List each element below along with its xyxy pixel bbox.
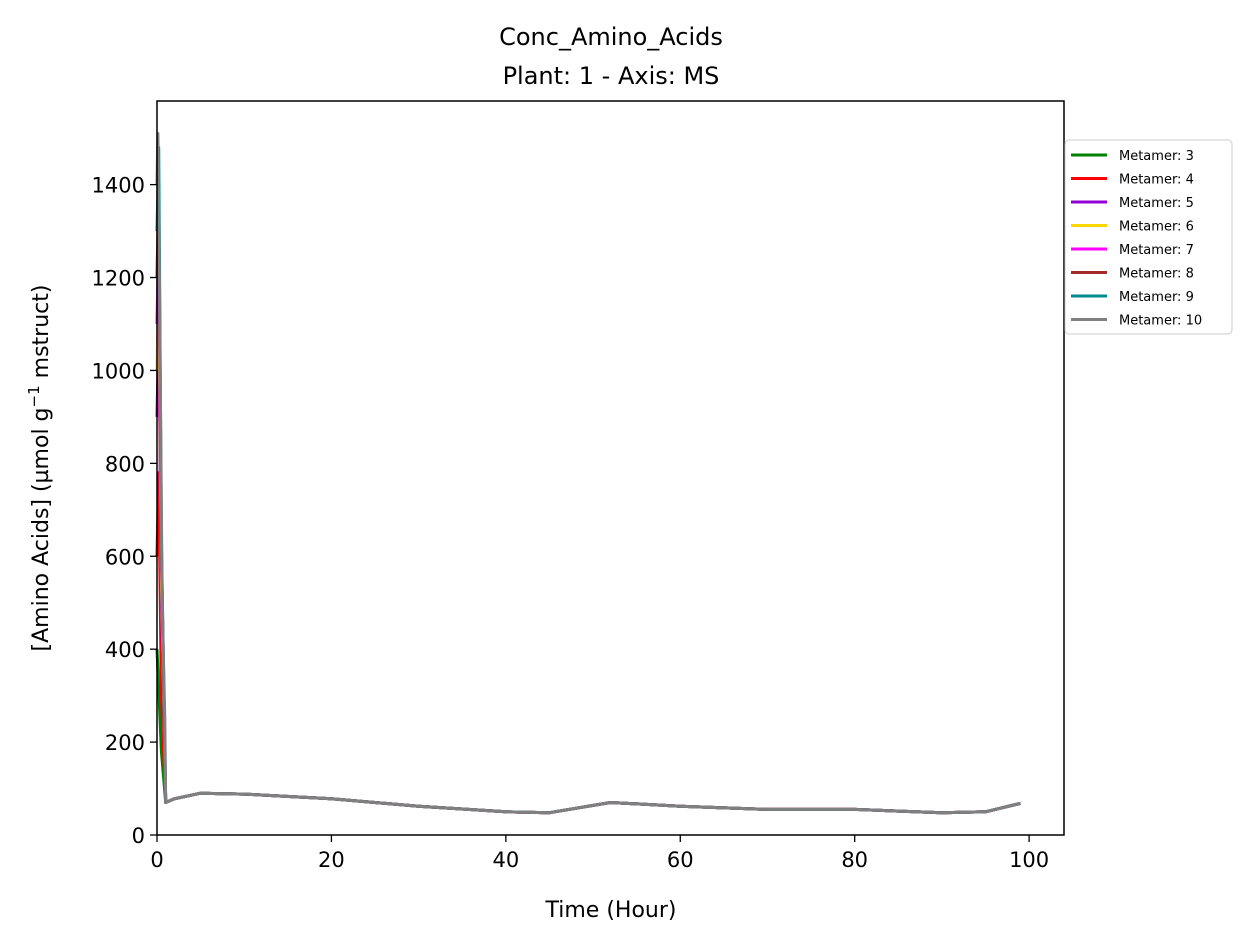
x-tick-label: 0	[150, 848, 163, 872]
legend-entry-label: Metamer: 6	[1119, 220, 1194, 235]
x-tick-label: 100	[1009, 848, 1049, 872]
y-tick-label: 200	[105, 731, 145, 755]
y-axis-label-main: [Amino Acids] (µmol g	[29, 407, 54, 651]
series-layer	[155, 132, 1021, 815]
plot-frame	[156, 100, 1065, 836]
x-tick-label: 80	[841, 848, 868, 872]
x-axis-label: Time (Hour)	[545, 898, 677, 923]
chart-subtitle: Plant: 1 - Axis: MS	[503, 62, 720, 90]
x-axis: 0 20 40 60 80 100	[150, 835, 1049, 872]
chart-title: Conc_Amino_Acids	[499, 23, 723, 51]
y-axis-label-tail: mstruct)	[29, 285, 54, 386]
y-tick-label: 400	[105, 638, 145, 662]
y-tick-label: 600	[105, 545, 145, 569]
y-tick-label: 1200	[92, 267, 145, 291]
legend-box	[1064, 139, 1233, 335]
legend-entry-label: Metamer: 5	[1119, 196, 1194, 211]
y-tick-label: 0	[132, 824, 145, 848]
x-tick-label: 40	[492, 848, 519, 872]
x-tick-label: 60	[667, 848, 694, 872]
legend-entry-label: Metamer: 10	[1119, 314, 1202, 329]
legend: Metamer: 3 Metamer: 4 Metamer: 5 Metamer: 6…	[1064, 139, 1233, 335]
y-tick-label: 800	[105, 452, 145, 476]
legend-entry-label: Metamer: 9	[1119, 290, 1194, 305]
y-axis-label: [Amino Acids] (µmol g−1 mstruct)	[25, 285, 54, 652]
legend-entry-label: Metamer: 7	[1119, 243, 1194, 258]
legend-entry-label: Metamer: 3	[1119, 149, 1194, 164]
series-line-metamer-10	[155, 132, 1021, 815]
y-tick-label: 1400	[92, 174, 145, 198]
x-tick-label: 20	[318, 848, 345, 872]
legend-entry-label: Metamer: 8	[1119, 267, 1194, 282]
legend-entry-label: Metamer: 4	[1119, 173, 1194, 188]
y-axis: 0 200 400 600 800 1000 1200 1400	[92, 174, 157, 848]
y-axis-label-superscript: −1	[25, 385, 43, 407]
y-tick-label: 1000	[92, 359, 145, 383]
